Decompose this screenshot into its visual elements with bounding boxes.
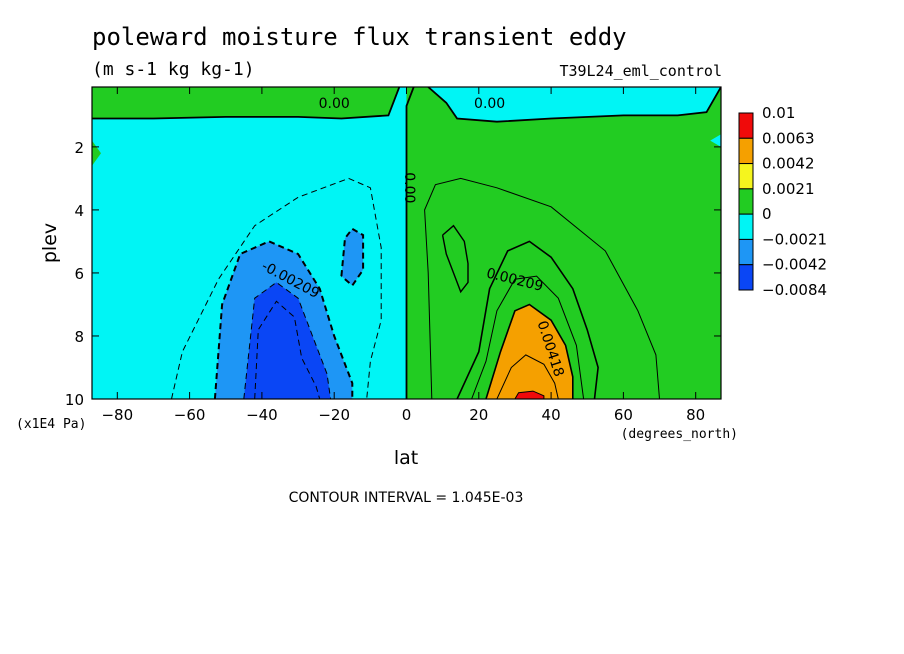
x-tick-label-0: −80: [101, 406, 133, 424]
y-axis: 2 4 6 8 10: [65, 139, 721, 409]
contour-line-2: [427, 87, 721, 123]
contour-label-0: 0.00: [319, 96, 350, 112]
colorbar-label-3: 0.0021: [762, 180, 815, 198]
colorbar-label-4: 0: [762, 205, 772, 223]
contour-line-4: [213, 240, 354, 399]
colorbar-swatch-2: [738, 163, 754, 190]
colorbar-label-2: 0.0042: [762, 155, 815, 173]
colorbar-swatch-3: [738, 188, 754, 215]
contour-label-2: 0.00: [401, 172, 417, 203]
colorbar-label-5: −0.0021: [762, 230, 827, 248]
contour-line-8: [424, 177, 660, 399]
x-tick-label-5: 20: [469, 406, 488, 424]
colorbar-legend: 0.01 0.0063 0.0042 0.0021 0 −0.0021 −0.0042 −0.…: [738, 104, 827, 299]
contour-line-13: [496, 354, 559, 399]
contour-label-1: 0.00: [474, 96, 505, 112]
contour-line-7: [254, 300, 321, 399]
chart-subtitle: (m s-1 kg kg-1): [92, 59, 255, 80]
x-tick-label-6: 40: [542, 406, 561, 424]
contour-lines: [92, 87, 721, 399]
contour-interval-note: CONTOUR INTERVAL = 1.045E-03: [289, 490, 524, 506]
contour-line-5: [340, 227, 365, 287]
x-tick-label-3: −20: [318, 406, 350, 424]
contour-line-6: [243, 281, 332, 399]
contour-region-7: [341, 228, 364, 286]
contour-label-text-2: 0.00: [401, 172, 417, 203]
colorbar-swatch-4: [738, 213, 754, 240]
colorbar-label-7: −0.0084: [762, 281, 827, 299]
x-axis: −80 −60 −40 −20 0 20 40 60 80: [101, 87, 705, 424]
y-tick-label-1: 4: [74, 202, 84, 220]
contour-line-3: [171, 177, 382, 399]
colorbar-swatch-6: [738, 264, 754, 291]
x-tick-label-4: 0: [402, 406, 412, 424]
x-tick-label-1: −60: [174, 406, 206, 424]
x-tick-label-7: 60: [614, 406, 633, 424]
x-axis-units: (degrees_north): [621, 427, 738, 442]
contour-line-11: [471, 275, 585, 399]
contour-region-9: [254, 301, 320, 399]
contour-line-1: [92, 87, 401, 120]
y-axis-label: plev: [39, 223, 61, 263]
colorbar-label-1: 0.0063: [762, 129, 815, 147]
colorbar-label-0: 0.01: [762, 104, 795, 122]
contour-line-9: [441, 224, 469, 294]
y-tick-label-2: 6: [74, 265, 84, 283]
y-tick-label-0: 2: [74, 139, 84, 157]
colorbar-swatch-0: [738, 112, 754, 139]
contour-region-2: [92, 87, 400, 119]
colorbar-swatch-5: [738, 238, 754, 266]
contour-line-14: [514, 390, 545, 399]
contour-region-10: [442, 225, 468, 292]
y-tick-label-4: 10: [65, 391, 84, 409]
x-axis-label: lat: [394, 447, 418, 469]
chart-title: poleward moisture flux transient eddy: [92, 23, 627, 51]
contour-line-0: [405, 87, 415, 399]
contour-label-text-1: 0.00: [474, 96, 505, 112]
colorbar-swatch-1: [738, 137, 754, 165]
x-tick-label-8: 80: [686, 406, 705, 424]
contour-label-text-0: 0.00: [319, 96, 350, 112]
y-axis-units: (x1E4 Pa): [16, 417, 86, 432]
contour-line-12: [485, 303, 574, 399]
colorbar-label-6: −0.0042: [762, 256, 827, 274]
contour-line-10: [456, 240, 599, 399]
contour-region-5: [710, 134, 721, 147]
run-label: T39L24_eml_control: [559, 62, 722, 80]
x-tick-label-2: −40: [246, 406, 278, 424]
y-tick-label-3: 8: [74, 328, 84, 346]
contour-region-4: [428, 87, 721, 122]
